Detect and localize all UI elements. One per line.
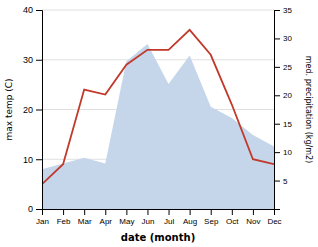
tick: Oct [226,209,239,226]
tick-label: 10 [283,148,292,157]
tick-label: Apr [100,217,113,226]
tick: Nov [246,209,260,226]
grid-line [42,10,274,11]
x-axis-title: date (month) [121,232,195,243]
grid-line [42,59,274,60]
tick: May [119,209,134,226]
tick: 30 [274,34,292,43]
tick-mark [126,209,127,215]
axis-line [36,11,43,210]
tick-label: 10 [23,155,33,165]
tick-label: Mar [78,217,92,226]
tick-label: 20 [23,105,33,115]
tick: Apr [100,209,113,226]
tick-label: 20 [283,91,292,100]
tick-mark [147,209,148,215]
tick-label: 30 [283,34,292,43]
tick: 5 [274,177,288,186]
y2-axis-title: med. precipitation (kg/m2) [304,56,313,163]
tick: 20 [23,105,42,115]
tick: Sep [204,209,219,226]
tick-mark [36,159,42,160]
tick-mark [232,209,233,215]
tick: 35 [274,6,292,15]
tick: 20 [274,91,292,100]
tick: 25 [274,63,292,72]
tick-label: Sep [204,217,219,226]
tick-label: May [119,217,134,226]
tick-label: Aug [183,217,197,226]
marks [42,30,274,209]
tick-label: Oct [226,217,239,226]
tick-mark [84,209,85,215]
tick: 30 [23,55,42,65]
line [42,30,274,184]
y2-axis: 5 10 15 20 25 30 35 [274,6,292,209]
tick-mark [253,209,254,215]
tick: Jul [164,209,174,226]
tick-mark [274,95,280,96]
tick-label: Nov [246,217,260,226]
x-axis: Jan Feb Mar Apr May Jun Jul Aug Sep Oct Nov Dec [36,209,282,226]
tick-label: Jul [164,217,174,226]
plot: Jan Feb Mar Apr May Jun Jul Aug Sep Oct Nov Dec 0 10 2… [4,5,313,243]
tick-label: 40 [23,5,33,15]
area [42,44,274,209]
tick-mark [274,67,280,68]
tick-label: Jun [142,217,155,226]
tick: Jun [142,209,155,226]
tick: Feb [57,209,71,226]
tick-mark [274,124,280,125]
tick: Mar [78,209,92,226]
tick-label: Dec [267,217,281,226]
tick-mark [105,209,106,215]
tick: Jan [36,209,49,226]
tick-label: 15 [283,120,292,129]
tick-mark [274,181,280,182]
tick-mark [274,10,280,11]
tick-mark [190,209,191,215]
tick-mark [36,60,42,61]
tick-label: 0 [28,204,33,214]
grid [42,10,274,209]
tick: 0 [28,204,42,214]
tick: Dec [267,209,281,226]
tick-label: 25 [283,63,292,72]
tick: 40 [23,5,42,15]
y-axis: 0 10 20 30 40 [23,5,43,214]
tick-mark [63,209,64,215]
tick-label: 30 [23,55,33,65]
tick-mark [274,152,280,153]
tick-mark [36,10,42,11]
tick-mark [274,38,280,39]
chart: Jan Feb Mar Apr May Jun Jul Aug Sep Oct Nov Dec 0 10 2… [0,0,318,247]
tick-mark [211,209,212,215]
tick: 15 [274,120,292,129]
axis-line [275,11,281,210]
axis-line [43,210,275,216]
tick-label: 35 [283,6,292,15]
tick-mark [36,209,42,210]
tick: 10 [23,155,42,165]
tick-label: Feb [57,217,71,226]
tick: Aug [183,209,197,226]
tick: 10 [274,148,292,157]
tick-label: 5 [283,177,288,186]
y-axis-title: max temp (C) [4,78,14,140]
tick-label: Jan [36,217,49,226]
tick-mark [169,209,170,215]
tick-mark [36,110,42,111]
